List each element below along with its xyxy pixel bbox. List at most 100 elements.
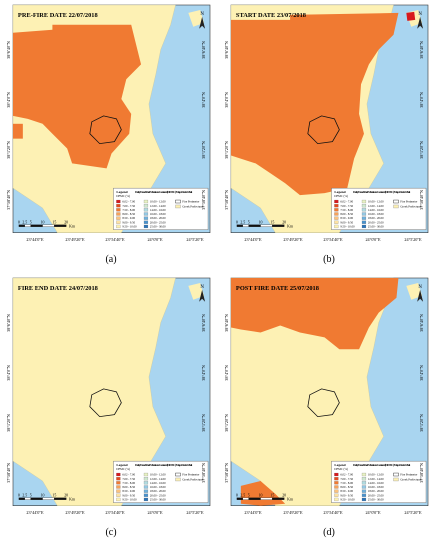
legend-swatch bbox=[143, 199, 149, 204]
y-coord-label: 38°1'20"N bbox=[6, 141, 11, 159]
legend-class: 9.50 - 10.00 bbox=[340, 498, 355, 502]
legend-swatch bbox=[334, 216, 339, 220]
x-coord-label: 23°54'40"E bbox=[105, 510, 125, 515]
scale-label: 10 bbox=[41, 219, 45, 224]
scale-label: 15 bbox=[270, 219, 274, 224]
scale-segment bbox=[42, 224, 55, 227]
prefecture-swatch bbox=[175, 477, 181, 482]
legend-unit: DFMC (%) bbox=[334, 467, 348, 471]
north-label: N bbox=[418, 285, 422, 290]
y-coord-label: 38°4'0"N bbox=[224, 365, 229, 381]
legend-swatch bbox=[334, 489, 339, 493]
legend-swatch bbox=[143, 472, 149, 477]
perimeter-swatch bbox=[175, 472, 181, 477]
legend-swatch bbox=[116, 489, 121, 493]
y-coord-label: 38°4'0"N bbox=[6, 92, 11, 108]
legend-title: Legend bbox=[334, 190, 345, 194]
x-coord-label: 24°0'0"E bbox=[147, 237, 163, 242]
scale-segment bbox=[18, 497, 25, 500]
legend-box bbox=[331, 460, 427, 503]
scale-label: 0 bbox=[18, 492, 20, 497]
fire-perimeter bbox=[89, 388, 122, 418]
fire-perimeter bbox=[307, 388, 340, 418]
legend-swatch bbox=[143, 212, 149, 216]
legend-class: 12.00 - 14.00 bbox=[368, 204, 384, 208]
legend-class: 16.00 - 18.00 bbox=[150, 485, 166, 489]
caption: (a) bbox=[105, 254, 116, 265]
legend-class: 7.00 - 7.50 bbox=[122, 204, 135, 208]
x-coord-label: 23°44'0"E bbox=[244, 510, 262, 515]
legend-swatch bbox=[334, 497, 339, 502]
legend-class: 18.00 - 20.00 bbox=[368, 216, 384, 220]
legend-swatch bbox=[334, 485, 339, 489]
legend-swatch bbox=[143, 485, 149, 489]
legend-swatch bbox=[143, 493, 149, 497]
land bbox=[12, 277, 176, 506]
legend-class: 7.00 - 7.50 bbox=[122, 477, 135, 481]
legend-title: Legend bbox=[334, 463, 345, 467]
scale-label: 10 bbox=[259, 219, 263, 224]
x-coord-label: 23°54'40"E bbox=[323, 237, 343, 242]
fire-perimeter bbox=[89, 115, 122, 145]
caption: (b) bbox=[323, 254, 335, 265]
legend-class: 16.00 - 18.00 bbox=[150, 212, 166, 216]
scale-unit: Km bbox=[69, 224, 75, 229]
legend-swatch bbox=[334, 472, 339, 477]
scale-segment bbox=[30, 497, 43, 500]
legend-swatch bbox=[334, 208, 339, 212]
y-coord-label: 38°4'0"N bbox=[224, 92, 229, 108]
legend-class: 10.00 - 12.00 bbox=[150, 473, 166, 477]
legend-box bbox=[113, 187, 209, 230]
legend-perimeter: Fire Perimeter bbox=[182, 473, 199, 477]
legend-class: 25.00 - 30.00 bbox=[368, 225, 384, 229]
scale-label: 15 bbox=[52, 219, 56, 224]
y-coord-label-right: 38°6'40"N bbox=[201, 41, 206, 59]
legend-box bbox=[331, 187, 427, 230]
x-coord-label: 24°0'0"E bbox=[365, 237, 381, 242]
legend-class: 18.00 - 20.00 bbox=[150, 489, 166, 493]
legend-class: 9.00 - 9.50 bbox=[340, 220, 353, 224]
north-label: N bbox=[418, 12, 422, 17]
x-coord-label: 23°54'40"E bbox=[323, 510, 343, 515]
legend-class: 6.02 - 7.00 bbox=[340, 200, 353, 204]
legend-swatch bbox=[361, 489, 367, 493]
scale-unit: Km bbox=[69, 497, 75, 502]
legend-class: 10.00 - 12.00 bbox=[150, 200, 166, 204]
legend-class: 6.02 - 7.00 bbox=[122, 473, 135, 477]
legend-swatch bbox=[116, 204, 121, 208]
scale-segment bbox=[24, 497, 31, 500]
legend-class: 9.00 - 9.50 bbox=[122, 220, 135, 224]
scale-segment bbox=[248, 224, 261, 227]
scale-label: 0 bbox=[236, 492, 238, 497]
legend-swatch bbox=[361, 204, 367, 208]
y-coord-label: 38°1'20"N bbox=[6, 414, 11, 432]
legend-swatch bbox=[116, 212, 121, 216]
legend-class: 9.50 - 10.00 bbox=[340, 225, 355, 229]
scale-segment bbox=[236, 497, 243, 500]
panel-title: FIRE END DATE 24/07/2018 bbox=[18, 285, 98, 292]
x-coord-label: 24°0'0"E bbox=[147, 510, 163, 515]
legend-swatch bbox=[116, 220, 121, 224]
legend-swatch bbox=[361, 216, 367, 220]
scale-unit: Km bbox=[287, 497, 293, 502]
legend-swatch bbox=[334, 204, 339, 208]
legend-class: 14.00 - 16.00 bbox=[150, 481, 166, 485]
legend-swatch bbox=[334, 224, 339, 229]
legend-swatch bbox=[361, 199, 367, 204]
scale-label: 2.5 bbox=[22, 492, 27, 497]
perimeter-swatch bbox=[393, 199, 399, 204]
y-coord-label-right: 37°58'40"N bbox=[201, 463, 206, 483]
y-coord-label: 37°58'40"N bbox=[224, 190, 229, 210]
scale-label: 2.5 bbox=[240, 492, 245, 497]
scale-label: 20 bbox=[282, 219, 286, 224]
x-coord-label: 24°5'20"E bbox=[186, 510, 204, 515]
legend-heading: Daily Dead Fuel Moisture Content (DFMC) … bbox=[353, 190, 411, 194]
